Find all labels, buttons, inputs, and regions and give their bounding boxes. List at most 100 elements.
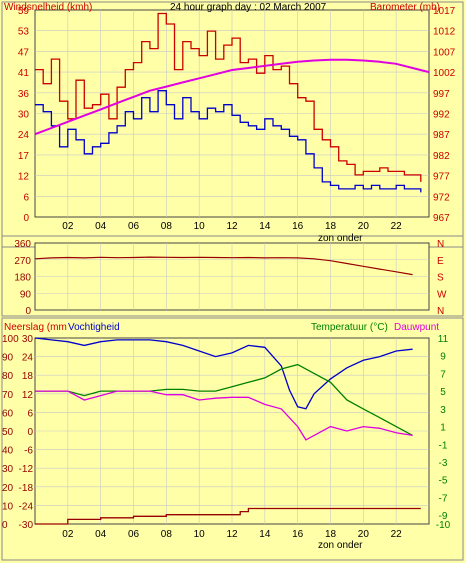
baro-tick-label: 987: [433, 130, 450, 141]
temperature-tick-label: -10: [436, 520, 451, 531]
x-tick-label: 18: [325, 529, 337, 540]
temperature-tick-label: -5: [439, 476, 448, 487]
baro-tick-label: 1017: [433, 6, 456, 17]
temperature-tick-label: -9: [439, 511, 448, 522]
x-tick-label: 14: [259, 529, 271, 540]
grid-panel-3: [35, 338, 429, 524]
temperature-tick-label: 9: [440, 352, 446, 363]
x-tick-label: 18: [325, 221, 337, 232]
rain-axis-label: Neerslag (mm: [4, 322, 67, 333]
baro-axis-label: Barometer (mb): [370, 2, 440, 13]
direction-tick-label: 180: [14, 273, 31, 284]
wind-tick-label: 6: [23, 192, 29, 203]
humidity-tick-label: 40: [2, 446, 14, 457]
humidity-axis-label: Vochtigheid: [68, 322, 120, 333]
temperature-tick-label: 5: [440, 387, 446, 398]
x-tick-label: 20: [358, 529, 370, 540]
compass-tick-label: S: [437, 273, 444, 284]
wind-axis-label: Windsnelheid (kmh): [4, 2, 92, 13]
x-tick-label: 22: [391, 529, 403, 540]
temperature-axis-label: Temperatuur (°C): [311, 322, 388, 333]
humidity-tick-label: 30: [2, 464, 14, 475]
compass-tick-label: E: [437, 256, 444, 267]
series-line: [34, 58, 430, 136]
direction-tick-label: 90: [20, 289, 32, 300]
axes-panel-2: 0 N 90 W 180 S 270 E 360 N: [14, 239, 447, 317]
baro-tick-label: 1012: [433, 27, 456, 38]
series-line: [35, 390, 413, 441]
wind-tick-label: 59: [18, 6, 30, 17]
x-tick-label: 16: [292, 529, 304, 540]
x-tick-label: 08: [161, 221, 173, 232]
rain-tick-label: 24: [22, 353, 34, 364]
baro-tick-label: 977: [433, 172, 450, 183]
zon-onder-label-2: zon onder: [318, 540, 363, 551]
zon-onder-label-1: zon onder: [318, 233, 363, 244]
rain-tick-label: -30: [19, 520, 34, 531]
x-tick-label: 12: [226, 221, 238, 232]
series-line: [35, 12, 422, 182]
panel-2-frame: [1, 235, 464, 317]
x-tick-label: 10: [194, 529, 206, 540]
temperature-tick-label: -7: [439, 493, 448, 504]
baro-tick-label: 982: [433, 151, 450, 162]
baro-tick-label: 1007: [433, 47, 456, 58]
rain-tick-label: 18: [22, 371, 34, 382]
wind-tick-label: 47: [18, 47, 30, 58]
x-tick-label: 04: [95, 529, 107, 540]
direction-tick-label: 270: [14, 256, 31, 267]
x-tick-label: 02: [62, 221, 74, 232]
chart-title: 24 hour graph day : 02 March 2007: [170, 2, 327, 13]
compass-tick-label: N: [437, 239, 444, 250]
x-tick-label: 22: [391, 221, 403, 232]
x-tick-label: 08: [161, 529, 173, 540]
compass-tick-label: N: [437, 306, 444, 317]
wind-tick-label: 12: [18, 172, 30, 183]
rain-tick-label: 0: [27, 427, 33, 438]
x-tick-label: 16: [292, 221, 304, 232]
x-tick-label: 02: [62, 529, 74, 540]
humidity-tick-label: 100: [2, 334, 19, 345]
wind-tick-label: 36: [18, 89, 30, 100]
temperature-tick-label: 1: [440, 423, 446, 434]
humidity-tick-label: 60: [2, 408, 14, 419]
grid-panel-2: [35, 243, 429, 310]
humidity-tick-label: 20: [2, 483, 14, 494]
baro-tick-label: 972: [433, 192, 450, 203]
series-line: [35, 90, 422, 193]
baro-tick-label: 997: [433, 89, 450, 100]
series-panel-1: [34, 12, 430, 193]
baro-tick-label: 1002: [433, 68, 456, 79]
humidity-tick-label: 70: [2, 390, 14, 401]
series-line: [34, 337, 413, 410]
wind-tick-label: 30: [18, 110, 30, 121]
wind-tick-label: 41: [18, 68, 30, 79]
temperature-tick-label: -3: [439, 458, 448, 469]
direction-tick-label: 0: [25, 306, 31, 317]
humidity-tick-label: 0: [2, 520, 8, 531]
baro-tick-label: 992: [433, 110, 450, 121]
series-line: [34, 256, 413, 276]
temperature-tick-label: 11: [438, 334, 449, 345]
panel-3-frame: [1, 317, 464, 561]
x-tick-label: 06: [128, 221, 140, 232]
rain-tick-label: -18: [19, 483, 34, 494]
humidity-tick-label: 90: [2, 353, 14, 364]
rain-tick-label: 12: [22, 390, 34, 401]
x-tick-label: 12: [226, 529, 238, 540]
temperature-tick-label: -1: [439, 440, 448, 451]
humidity-tick-label: 10: [2, 501, 14, 512]
series-panel-2: [34, 256, 413, 276]
rain-tick-label: -24: [19, 501, 34, 512]
series-line: [35, 507, 421, 525]
series-panel-3: [34, 337, 421, 525]
rain-tick-label: -6: [24, 446, 33, 457]
wind-tick-label: 53: [18, 27, 30, 38]
x-tick-label: 10: [194, 221, 206, 232]
x-tick-label: 14: [259, 221, 271, 232]
temperature-tick-label: 7: [440, 369, 446, 380]
humidity-tick-label: 50: [2, 427, 14, 438]
